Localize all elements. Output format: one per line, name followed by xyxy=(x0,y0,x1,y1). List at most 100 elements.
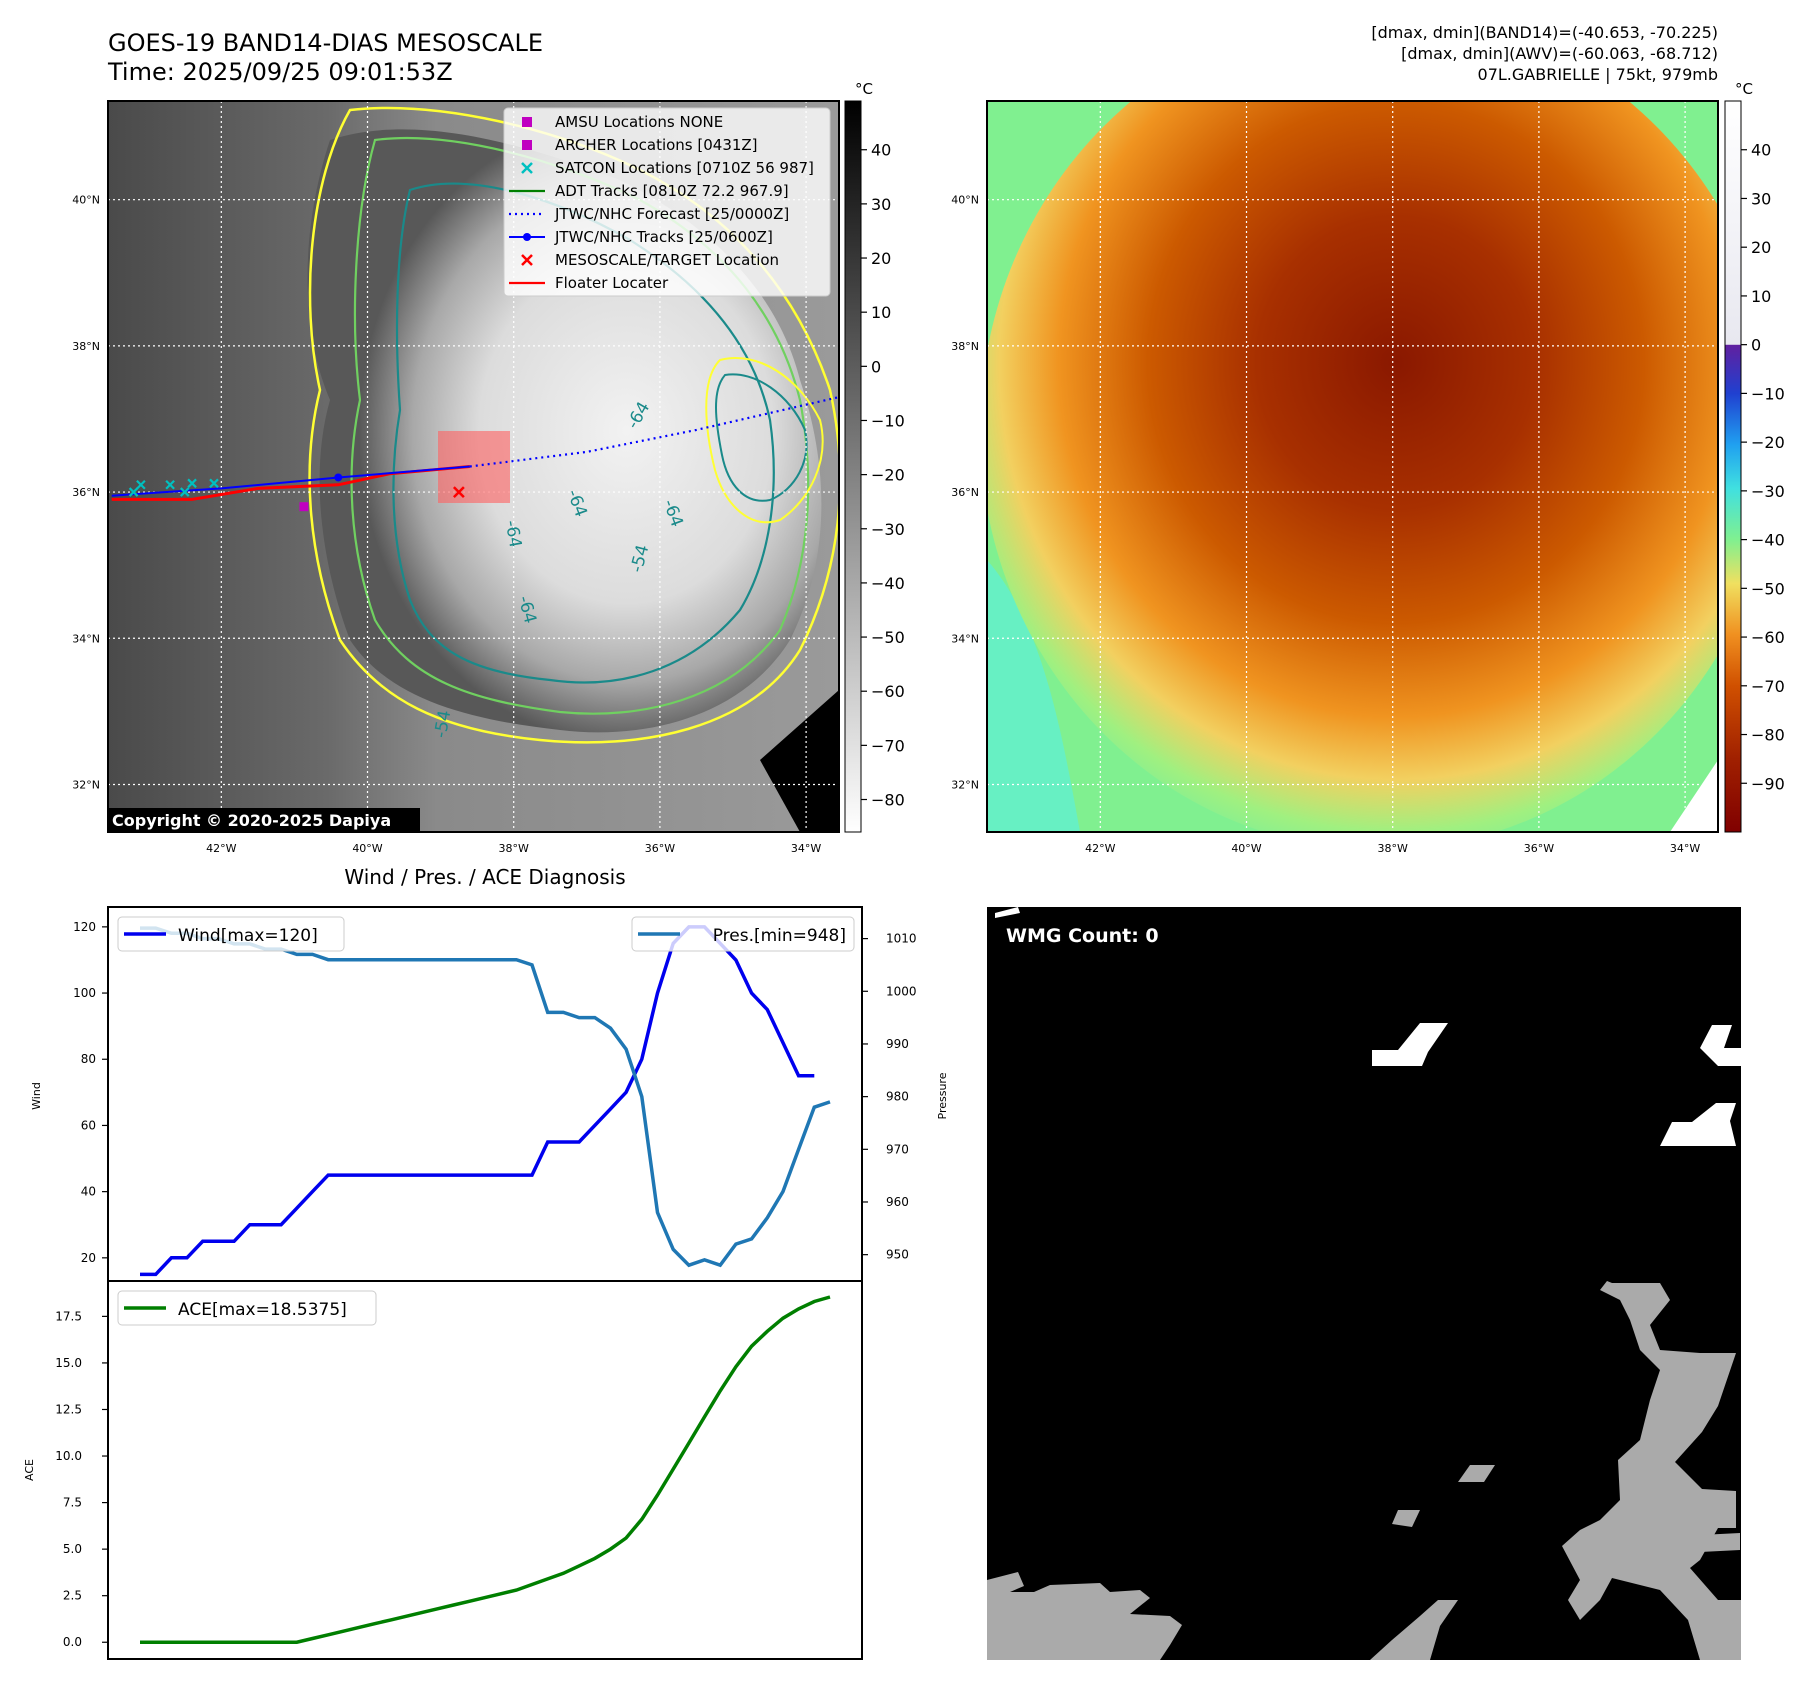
awv-colorbar-tick-label: −80 xyxy=(1751,726,1785,745)
ir-map-frame xyxy=(107,100,840,833)
storm-label: 07L.GABRIELLE | 75kt, 979mb xyxy=(1478,65,1718,84)
awv-lon-label: 40°W xyxy=(1231,842,1261,855)
ace-ytick-label: 7.5 xyxy=(63,1496,82,1510)
legend-label: ARCHER Locations [0431Z] xyxy=(555,136,758,154)
legend-item: JTWC/NHC Forecast [25/0000Z] xyxy=(509,205,789,223)
ace-ytick-label: 17.5 xyxy=(55,1309,82,1323)
awv-colorbar-tick-label: 30 xyxy=(1751,189,1771,208)
awv-colorbar-tick-label: 40 xyxy=(1751,141,1771,160)
satcon-location-marker xyxy=(209,478,219,489)
copyright-text: Copyright © 2020-2025 Dapiya xyxy=(112,811,391,830)
legend-label: MESOSCALE/TARGET Location xyxy=(555,251,779,269)
pressure-ytick-label: 950 xyxy=(886,1248,909,1262)
ir-colorbar-tick-label: 40 xyxy=(871,141,891,160)
ir-colorbar-tick-label: 0 xyxy=(871,357,881,376)
ir-colorbar-tick-label: −20 xyxy=(871,466,905,485)
wind-ytick-label: 120 xyxy=(73,920,96,934)
awv-colorbar-tick-label: −70 xyxy=(1751,677,1785,696)
ace-ytick-label: 0.0 xyxy=(63,1635,82,1649)
pressure-ytick-label: 1000 xyxy=(886,984,917,998)
legend-label: SATCON Locations [0710Z 56 987] xyxy=(555,159,814,177)
legend-label: JTWC/NHC Tracks [25/0600Z] xyxy=(554,228,773,246)
chart-title: Wind / Pres. / ACE Diagnosis xyxy=(344,865,625,889)
jtwc-nhc-track xyxy=(111,465,470,497)
legend-item: ADT Tracks [0810Z 72.2 967.9] xyxy=(509,182,789,200)
awv-colorbar-tick-label: −60 xyxy=(1751,628,1785,647)
legend-item: JTWC/NHC Tracks [25/0600Z] xyxy=(509,228,773,246)
ir-lat-label: 36°N xyxy=(72,486,100,499)
ir-lon-label: 42°W xyxy=(206,842,236,855)
awv-cyan-region xyxy=(987,560,1080,832)
awv-colorbar-tick-label: −90 xyxy=(1751,774,1785,793)
legend-label: JTWC/NHC Forecast [25/0000Z] xyxy=(554,205,789,223)
wmg-count-label: WMG Count: 0 xyxy=(1006,925,1159,947)
ace-ytick-label: 2.5 xyxy=(63,1589,82,1603)
ir-colorbar-tick-label: −40 xyxy=(871,574,905,593)
legend-marker xyxy=(521,254,533,266)
wind-ytick-label: 100 xyxy=(73,986,96,1000)
awv-lon-label: 36°W xyxy=(1524,842,1554,855)
archer-location-marker xyxy=(299,502,309,512)
pressure-ytick-label: 980 xyxy=(886,1090,909,1104)
awv-lat-label: 40°N xyxy=(951,194,979,207)
pressure-ytick-label: 970 xyxy=(886,1142,909,1156)
wind-pressure-chart: Wind / Pres. / ACE Diagnosis 20 40 60 80 100… xyxy=(30,865,949,1282)
figure-title: GOES-19 BAND14-DIAS MESOSCALE xyxy=(108,29,543,57)
ir-lat-label: 32°N xyxy=(72,778,100,791)
contour-yellow-east xyxy=(705,357,824,524)
legend-marker xyxy=(522,140,532,150)
wmg-gray-patches xyxy=(987,1281,1741,1660)
legend-item: Floater Locater xyxy=(509,274,669,292)
wind-axes-frame xyxy=(107,906,863,1282)
ir-nodata-corner xyxy=(760,690,839,832)
pressure-ytick-label: 990 xyxy=(886,1037,909,1051)
pressure-legend-label: Pres.[min=948] xyxy=(713,926,846,946)
awv-nodata-corner xyxy=(1670,760,1718,832)
wind-ytick-label: 60 xyxy=(81,1118,96,1132)
ace-ytick-label: 12.5 xyxy=(55,1402,82,1416)
awv-lat-label: 36°N xyxy=(951,486,979,499)
ir-legend: AMSU Locations NONE ARCHER Locations [043… xyxy=(503,107,831,297)
awv-colorbar-tick-label: 20 xyxy=(1751,238,1771,257)
satcon-location-marker xyxy=(187,478,197,489)
awv-lon-label: 42°W xyxy=(1085,842,1115,855)
wind-legend-label: Wind[max=120] xyxy=(178,926,318,946)
ace-ytick-label: 5.0 xyxy=(63,1542,82,1556)
ace-legend-box xyxy=(117,1290,377,1326)
pressure-legend: Pres.[min=948] xyxy=(631,916,855,952)
awv-colorbar-tick-label: 10 xyxy=(1751,287,1771,306)
wind-axis-label: Wind xyxy=(30,1082,43,1110)
legend-item: AMSU Locations NONE xyxy=(522,113,723,131)
ace-chart: 0.0 2.5 5.0 7.5 10.0 12.5 15.0 17.5 ACE ACE[max… xyxy=(23,1280,863,1660)
ir-lon-label: 36°W xyxy=(645,842,675,855)
wind-ytick-label: 80 xyxy=(81,1052,96,1066)
wind-legend-box xyxy=(117,916,345,952)
satcon-location-marker xyxy=(128,487,139,497)
ir-colorbar xyxy=(844,100,862,833)
wmg-panel: WMG Count: 0 xyxy=(987,907,1741,1660)
wind-legend: Wind[max=120] xyxy=(117,916,345,952)
ace-legend-label: ACE[max=18.5375] xyxy=(178,1300,347,1320)
wmg-white-patches xyxy=(995,907,1741,1146)
ir-colorbar-tick-label: −10 xyxy=(871,411,905,430)
satcon-location-marker xyxy=(136,479,146,490)
dmax-awv-label: [dmax, dmin](AWV)=(-60.063, -68.712) xyxy=(1401,44,1718,63)
legend-label: Floater Locater xyxy=(555,274,669,292)
awv-lon-label: 34°W xyxy=(1670,842,1700,855)
awv-lat-label: 34°N xyxy=(951,632,979,645)
ir-map-panel: -64-64 -64-64-64-54-54 40°N38°N36°N34°N32… xyxy=(72,80,905,855)
legend-marker xyxy=(522,117,532,127)
ir-colorbar-tick-label: −50 xyxy=(871,628,905,647)
ir-lon-label: 38°W xyxy=(499,842,529,855)
pressure-ytick-label: 1010 xyxy=(886,932,917,946)
contour-teal-east xyxy=(715,373,808,502)
satcon-location-marker xyxy=(165,479,175,490)
ir-lat-label: 40°N xyxy=(72,194,100,207)
jtwc-track-point xyxy=(334,473,343,482)
ir-colorbar-tick-label: −30 xyxy=(871,520,905,539)
awv-colorbar-tick-label: 0 xyxy=(1751,336,1761,355)
ace-series-line xyxy=(140,1295,831,1644)
awv-colorbar-unit: °C xyxy=(1735,80,1753,98)
ir-colorbar-unit: °C xyxy=(855,80,873,98)
pressure-ytick-label: 960 xyxy=(886,1195,909,1209)
